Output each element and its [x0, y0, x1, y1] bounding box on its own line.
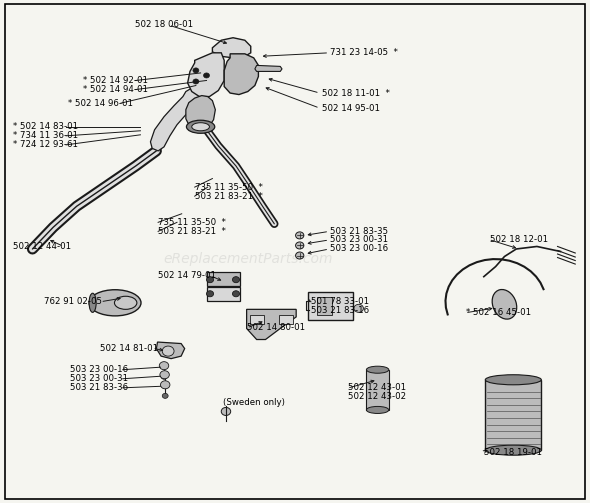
Circle shape: [206, 277, 214, 283]
Text: 502 14 95-01: 502 14 95-01: [322, 104, 379, 113]
Circle shape: [296, 232, 304, 239]
Text: 502 12 43-01: 502 12 43-01: [348, 383, 407, 392]
Circle shape: [204, 73, 209, 78]
Bar: [366, 370, 389, 410]
Text: 501 78 33-01: 501 78 33-01: [311, 297, 369, 306]
Circle shape: [159, 362, 169, 370]
Text: 502 18 12-01: 502 18 12-01: [490, 235, 548, 244]
Text: 503 21 83-16: 503 21 83-16: [311, 306, 369, 315]
Bar: [250, 315, 264, 324]
Text: 502 18 11-01  *: 502 18 11-01 *: [322, 89, 389, 98]
Text: 731 23 14-05  *: 731 23 14-05 *: [330, 48, 398, 57]
Text: 503 21 83-36: 503 21 83-36: [70, 383, 128, 392]
Circle shape: [232, 277, 240, 283]
Text: (Sweden only): (Sweden only): [223, 398, 285, 407]
Polygon shape: [188, 53, 224, 97]
Circle shape: [354, 304, 363, 312]
Ellipse shape: [89, 290, 141, 316]
Text: 502 18 06-01: 502 18 06-01: [135, 20, 193, 29]
Bar: [279, 315, 293, 324]
Polygon shape: [186, 96, 215, 129]
Ellipse shape: [186, 120, 215, 133]
Polygon shape: [224, 54, 258, 95]
Polygon shape: [247, 309, 296, 340]
Bar: [308, 292, 353, 320]
Text: 502 12 44-01: 502 12 44-01: [13, 242, 71, 251]
Ellipse shape: [485, 445, 541, 455]
Text: 502 14 80-01: 502 14 80-01: [247, 323, 305, 332]
Circle shape: [193, 79, 199, 84]
Bar: [317, 297, 332, 315]
Text: 502 18 19-01: 502 18 19-01: [484, 448, 542, 457]
Ellipse shape: [485, 375, 541, 385]
Bar: [485, 380, 541, 450]
Polygon shape: [255, 65, 282, 71]
Text: 503 21 83-35: 503 21 83-35: [330, 227, 389, 236]
Text: * 724 12 93-61: * 724 12 93-61: [13, 140, 78, 149]
Ellipse shape: [192, 123, 209, 131]
Circle shape: [162, 383, 168, 388]
Text: * 502 14 92-01: * 502 14 92-01: [83, 76, 148, 85]
Circle shape: [161, 374, 167, 379]
Circle shape: [206, 291, 214, 297]
Ellipse shape: [114, 296, 137, 309]
Polygon shape: [212, 38, 251, 58]
Ellipse shape: [492, 290, 517, 319]
Circle shape: [193, 68, 199, 73]
Circle shape: [160, 381, 170, 389]
Circle shape: [296, 242, 304, 249]
Text: 762 91 02-05: 762 91 02-05: [44, 297, 102, 306]
Polygon shape: [150, 87, 204, 151]
Circle shape: [162, 393, 168, 398]
Circle shape: [162, 346, 174, 356]
Text: * 734 11 36-01: * 734 11 36-01: [13, 131, 78, 140]
Circle shape: [296, 252, 304, 259]
Text: * 502 14 96-01: * 502 14 96-01: [68, 99, 133, 108]
Circle shape: [232, 291, 240, 297]
Text: * 502 14 94-01: * 502 14 94-01: [83, 85, 148, 94]
Text: 503 21 83-21  *: 503 21 83-21 *: [158, 227, 226, 236]
Text: 502 14 81-01: 502 14 81-01: [100, 344, 159, 353]
Text: 503 21 83-21  *: 503 21 83-21 *: [195, 192, 263, 201]
Text: 503 23 00-31: 503 23 00-31: [70, 374, 128, 383]
Bar: [206, 287, 240, 301]
Circle shape: [221, 407, 231, 415]
Ellipse shape: [89, 293, 96, 312]
Text: 735 11 35-50  *: 735 11 35-50 *: [158, 218, 226, 227]
Ellipse shape: [366, 406, 389, 413]
Text: 503 23 00-16: 503 23 00-16: [330, 244, 389, 254]
Text: 503 23 00-31: 503 23 00-31: [330, 235, 389, 244]
Polygon shape: [156, 342, 185, 359]
Text: 502 14 79-01: 502 14 79-01: [158, 271, 216, 280]
Text: * 502 16 45-01: * 502 16 45-01: [466, 308, 531, 317]
Text: 503 23 00-16: 503 23 00-16: [70, 365, 128, 374]
Text: 502 12 43-02: 502 12 43-02: [348, 392, 407, 401]
Text: * 502 14 83-01: * 502 14 83-01: [13, 122, 78, 131]
Text: 735 11 35-50  *: 735 11 35-50 *: [195, 183, 263, 192]
Circle shape: [160, 371, 169, 379]
Bar: [206, 272, 240, 286]
Ellipse shape: [366, 366, 389, 373]
Text: eReplacementParts.com: eReplacementParts.com: [163, 252, 333, 266]
